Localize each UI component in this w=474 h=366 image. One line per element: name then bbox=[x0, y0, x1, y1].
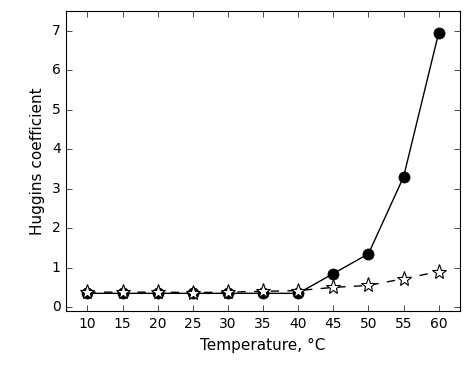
Y-axis label: Huggins coefficient: Huggins coefficient bbox=[30, 87, 45, 235]
X-axis label: Temperature, °C: Temperature, °C bbox=[201, 337, 326, 352]
